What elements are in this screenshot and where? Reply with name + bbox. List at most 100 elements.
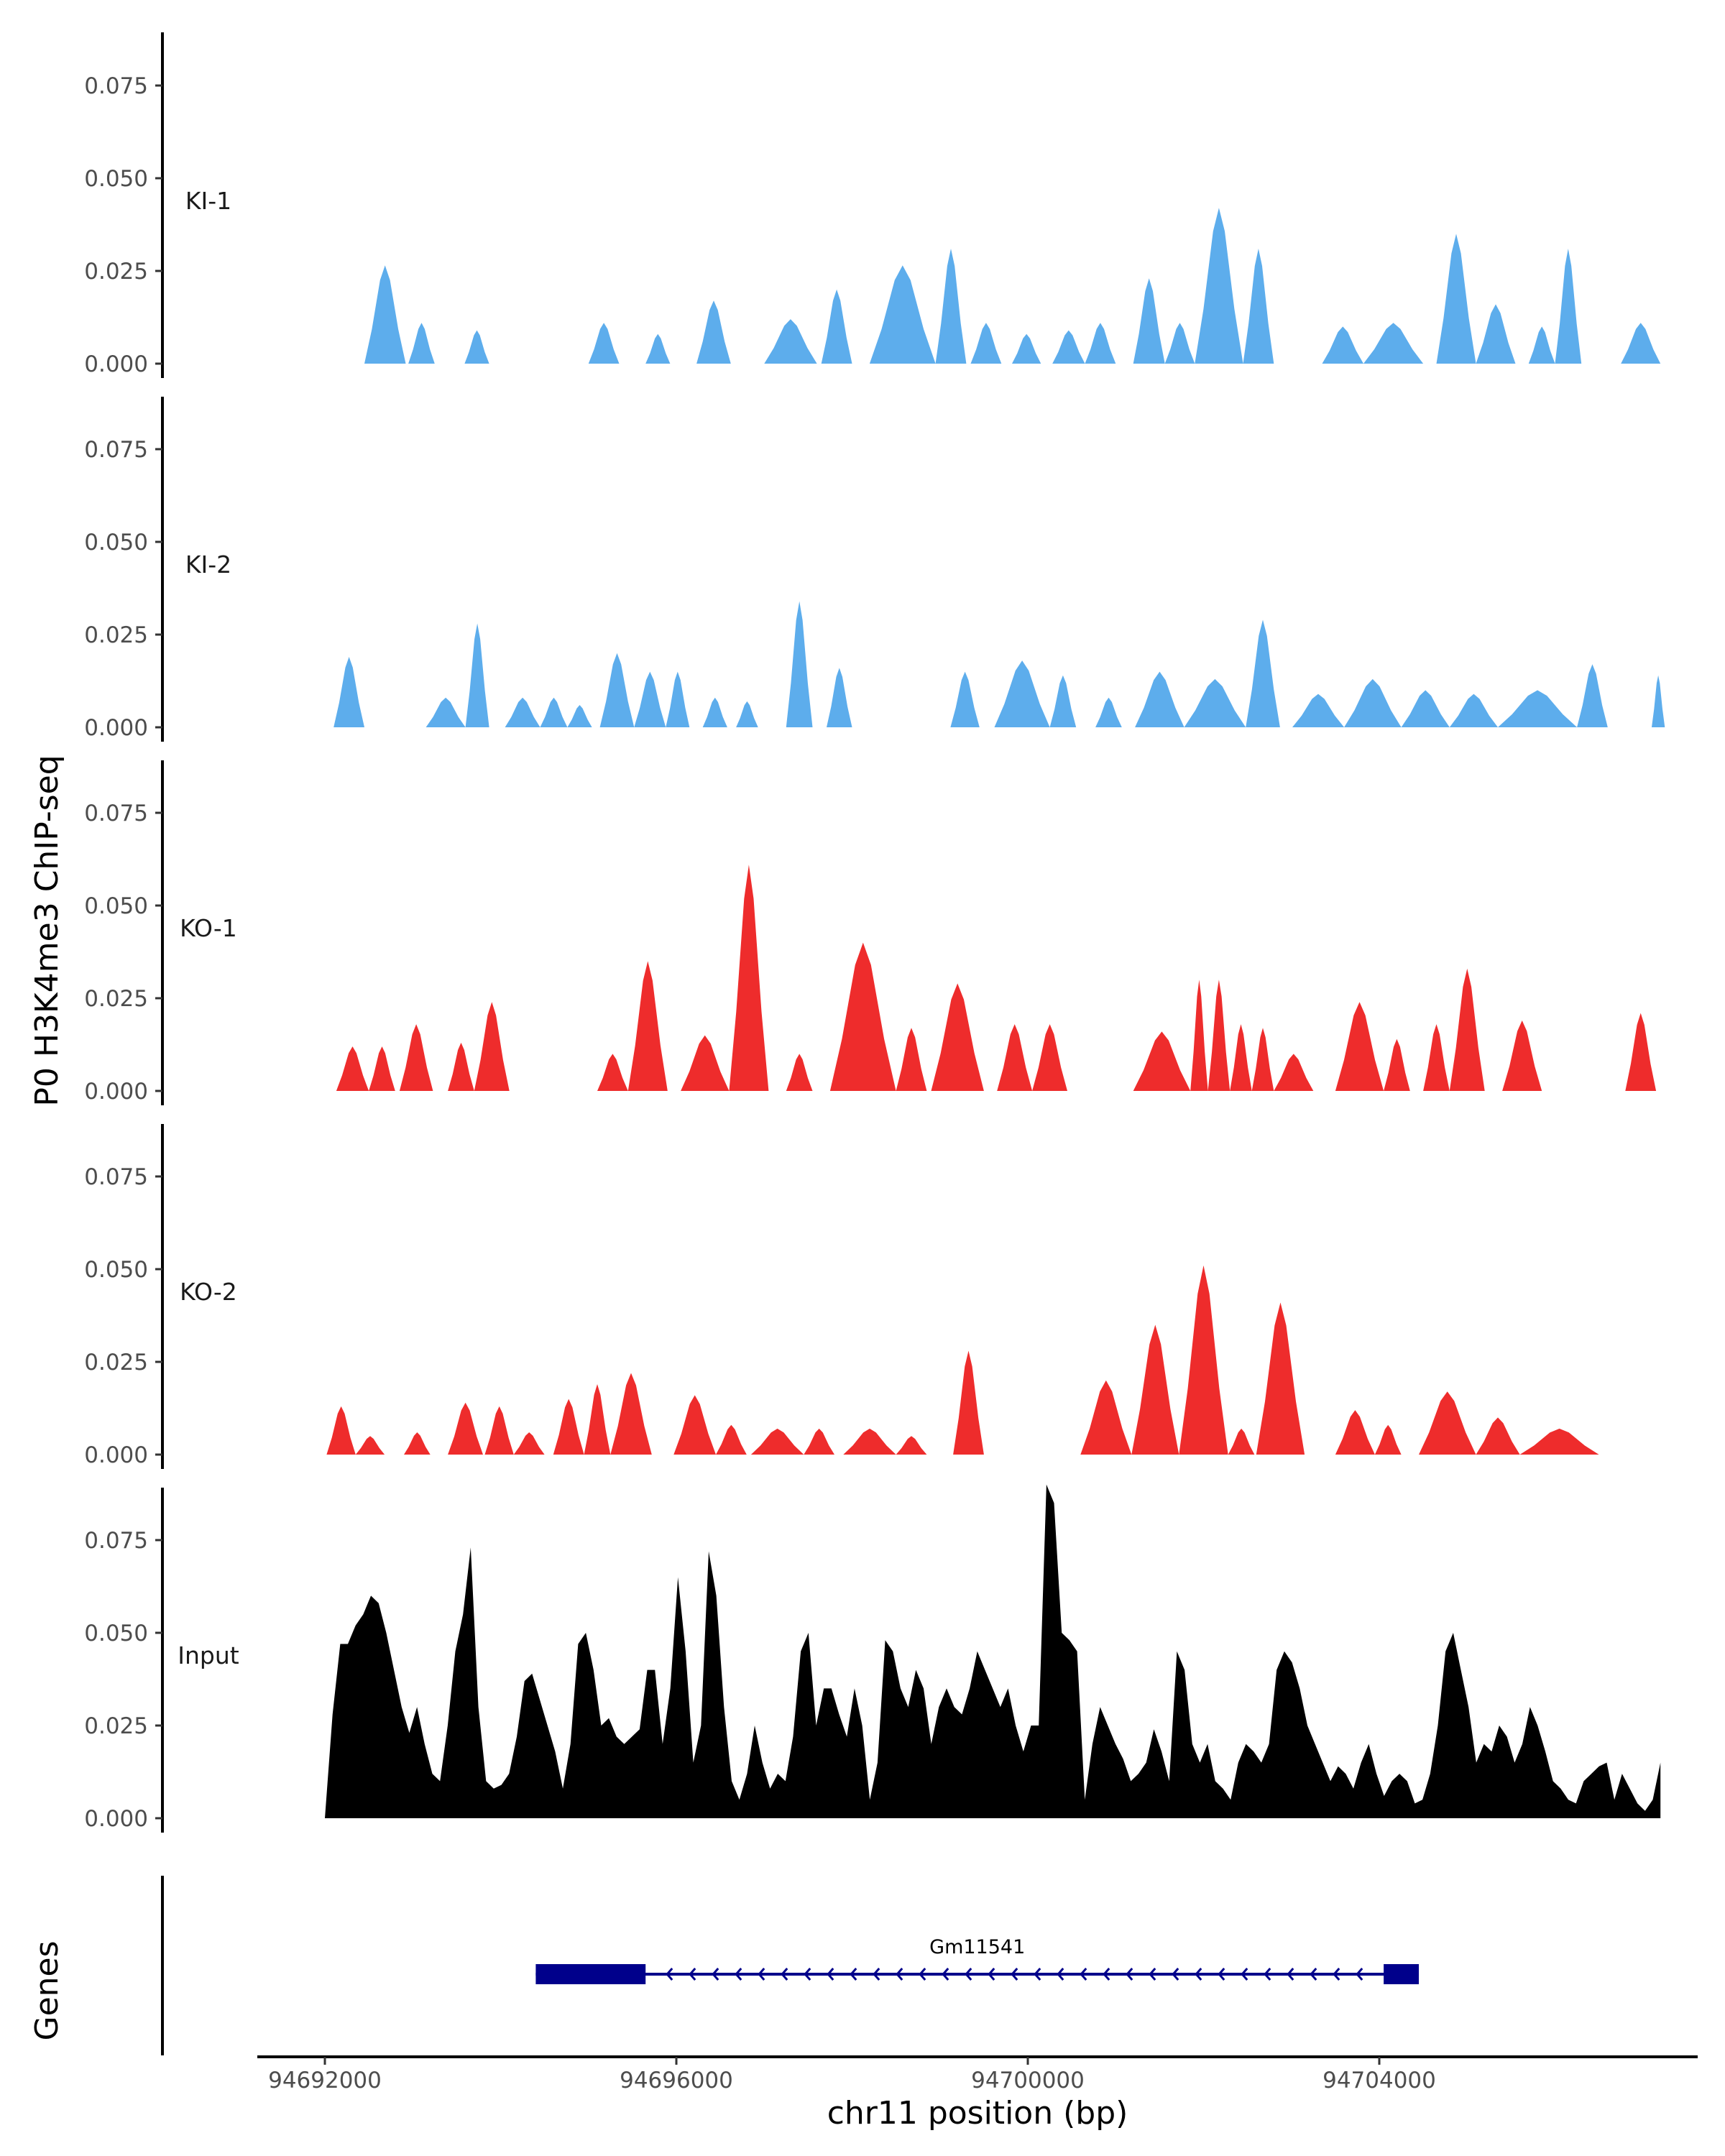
y-tick-label: 0.000 [84,1079,148,1105]
track-ki-1: 0.000 0.025 0.050 0.075 KI-1 [84,32,1661,378]
peak [702,697,727,727]
peak [1423,1024,1450,1091]
peak [627,961,668,1091]
track-label: KO-1 [180,914,237,942]
peak [786,601,813,727]
peak [736,701,758,727]
peak [399,1024,433,1091]
peak [364,265,406,364]
peak [1135,671,1184,727]
peak [465,623,489,727]
peak [505,697,540,727]
peak [1080,1380,1132,1455]
peak [1032,1024,1067,1091]
track-input: 0.000 0.025 0.050 0.075 Input [84,1484,1661,1833]
gene-exon-block [1384,1964,1420,1984]
peak [1292,694,1345,727]
peak [588,323,620,364]
strand-arrow [758,1968,765,1981]
strand-arrow [1011,1968,1018,1981]
peak [1344,678,1402,727]
strand-arrow [735,1968,742,1981]
strand-arrow [1034,1968,1041,1981]
strand-arrow [804,1968,811,1981]
y-tick-label: 0.025 [84,1713,148,1739]
strand-arrow [689,1968,696,1981]
strand-arrow [781,1968,788,1981]
gene-exon-block [535,1964,646,1984]
peak [896,1028,927,1091]
strand-arrow [1126,1968,1133,1981]
strand-arrow [1333,1968,1340,1981]
y-tick-label: 0.000 [84,1442,148,1468]
peak [1498,690,1578,727]
peak [950,671,980,727]
peak [821,289,852,364]
peak [681,1035,730,1091]
peak [645,333,671,364]
y-tick-label: 0.025 [84,986,148,1012]
y-tick-label: 0.050 [84,1621,148,1646]
x-tick-label: 94696000 [620,2068,733,2093]
strand-arrow [1195,1968,1202,1981]
peak [369,1046,395,1091]
peak [599,653,635,727]
peak [336,1046,369,1091]
peak [1519,1428,1599,1455]
strand-arrow [896,1968,903,1981]
peak [584,1384,611,1455]
peak [1251,1028,1274,1091]
strand-arrow [1287,1968,1294,1981]
track-label: KI-2 [185,550,231,579]
peak [1133,1031,1191,1091]
peak [1401,690,1450,727]
peak [1374,1424,1402,1455]
peak [1184,678,1246,727]
peak [994,660,1050,727]
peak [1528,326,1555,364]
peak [1195,208,1243,364]
strand-arrow [827,1968,834,1981]
strand-arrow [873,1968,880,1981]
peak [597,1054,628,1091]
peak [1322,326,1363,364]
y-tick-label: 0.000 [84,1806,148,1832]
peak [696,300,731,364]
y-tick-label: 0.025 [84,622,148,648]
y-tick-label: 0.050 [84,530,148,556]
peak [953,1350,984,1455]
x-tick-label: 94700000 [971,2068,1085,2093]
strand-arrow [1241,1968,1248,1981]
strand-arrow [1356,1968,1363,1981]
strand-arrow [942,1968,949,1981]
peak [610,1373,652,1455]
strand-arrow [1264,1968,1271,1981]
y-tick-label: 0.050 [84,1257,148,1283]
strand-arrow [1172,1968,1179,1981]
peak [1335,1002,1384,1091]
peak [1274,1054,1314,1091]
strand-arrow [712,1968,719,1981]
track-label: KI-1 [185,187,231,215]
peak [355,1436,385,1455]
y-tick-label: 0.025 [84,1350,148,1376]
peak [1419,1391,1476,1455]
y-tick-label: 0.075 [84,1164,148,1190]
gene-name-label: Gm11541 [929,1936,1025,1958]
peak [1230,1024,1252,1091]
track-ki-2: 0.000 0.025 0.050 0.075 KI-2 [84,397,1665,742]
peak [1363,323,1424,364]
peak [827,668,852,727]
peak [1133,278,1165,364]
peak [1652,675,1665,727]
peak [1449,968,1485,1091]
strand-arrow [1103,1968,1110,1981]
y-tick-label: 0.000 [84,351,148,377]
peak [1476,304,1516,364]
peak [404,1432,431,1455]
peak [1256,1302,1305,1455]
peak [1246,619,1280,727]
strand-arrow [919,1968,926,1981]
strand-arrow [850,1968,857,1981]
peak [869,265,936,364]
